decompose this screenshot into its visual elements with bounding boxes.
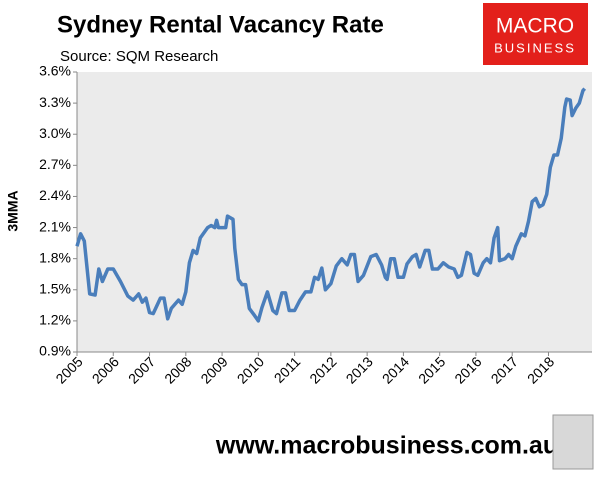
logo [483, 3, 588, 65]
y-tick-label: 2.4% [39, 187, 71, 203]
y-tick-label: 2.7% [39, 156, 71, 172]
x-tick-label: 2007 [125, 353, 158, 386]
x-tick-label: 2018 [524, 353, 557, 386]
y-tick-label: 3.0% [39, 125, 71, 141]
x-tick-label: 2011 [271, 353, 304, 386]
wolf-logo [552, 414, 594, 470]
chart-subtitle: Source: SQM Research [60, 48, 218, 65]
x-tick-label: 2013 [343, 353, 376, 386]
y-tick-label: 1.8% [39, 249, 71, 265]
x-tick-label: 2006 [89, 353, 122, 386]
y-tick-label: 3.3% [39, 94, 71, 110]
y-axis-label: 3MMA [5, 190, 21, 231]
x-tick-label: 2016 [451, 353, 484, 386]
plot-area [77, 72, 592, 352]
y-tick-label: 1.2% [39, 312, 71, 328]
x-tick-label: 2012 [306, 353, 339, 386]
x-tick-label: 2009 [197, 353, 230, 386]
x-tick-label: 2008 [161, 353, 194, 386]
logo-text: MACRO [496, 15, 574, 38]
x-tick-label: 2017 [488, 353, 521, 386]
line-series [75, 87, 587, 323]
y-tick-label: 1.5% [39, 280, 71, 296]
y-tick-label: 3.6% [39, 63, 71, 79]
x-tick-label: 2015 [415, 353, 448, 386]
y-tick-label: 2.1% [39, 218, 71, 234]
x-tick-label: 2010 [234, 353, 267, 386]
y-tick-label: 0.9% [39, 343, 71, 359]
chart-title: Sydney Rental Vacancy Rate [57, 11, 384, 38]
logo-text: BUSINESS [494, 40, 576, 55]
footer: www.macrobusiness.com.au [215, 432, 558, 460]
x-tick-label: 2014 [379, 353, 412, 386]
